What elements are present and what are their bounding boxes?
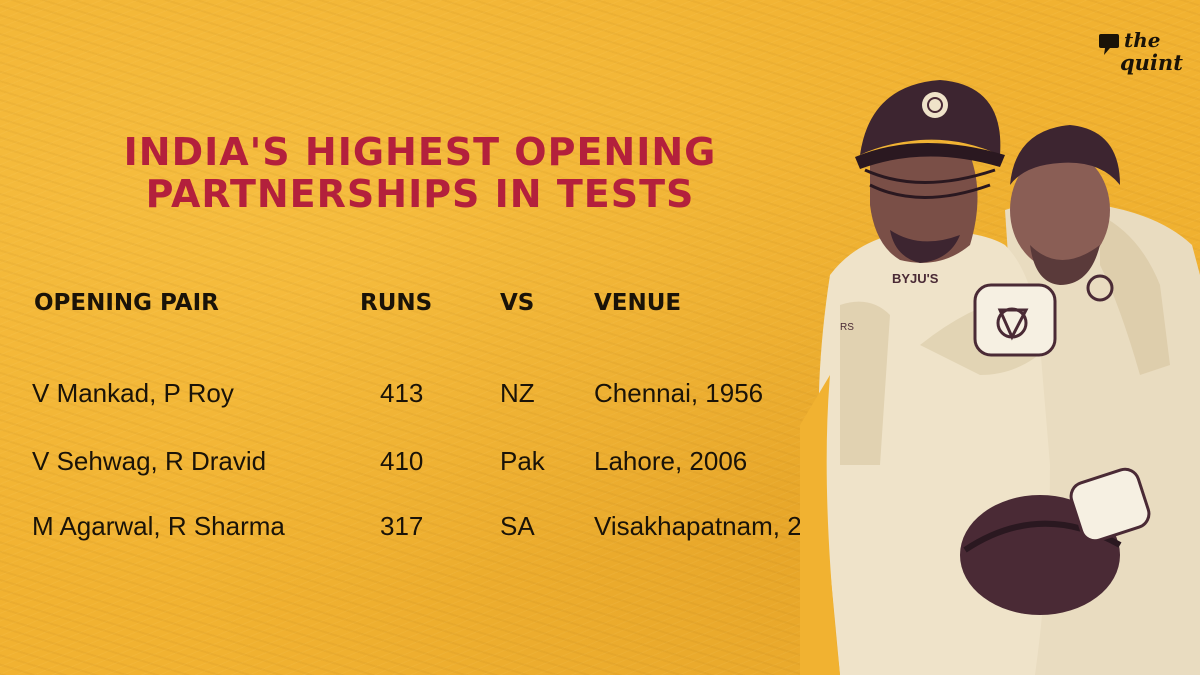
jersey-initials-text: RS bbox=[840, 322, 854, 333]
table-cell-runs: 317 bbox=[380, 511, 424, 541]
page-title-line-2: PARTNERSHIPS IN TESTS bbox=[145, 172, 695, 216]
column-header-runs: RUNS bbox=[360, 290, 433, 316]
logo-text-quint: quint bbox=[1120, 50, 1183, 75]
column-header-vs: VS bbox=[500, 290, 535, 316]
left-player-helmet bbox=[860, 80, 1001, 155]
page-title-line-1: INDIA'S HIGHEST OPENING bbox=[123, 130, 717, 174]
table-cell-vs: NZ bbox=[500, 378, 535, 408]
table-cell-vs: Pak bbox=[500, 446, 545, 476]
cricketers-photo: BYJU'S RS bbox=[800, 80, 1200, 675]
table-cell-vs: SA bbox=[500, 511, 535, 541]
helmet-crest-icon bbox=[922, 92, 948, 118]
the-quint-logo: the quint bbox=[1098, 28, 1188, 80]
column-header-venue: VENUE bbox=[594, 290, 682, 316]
table-cell-runs: 410 bbox=[380, 446, 424, 476]
speech-mark-icon bbox=[1099, 34, 1119, 55]
table-cell-runs: 413 bbox=[380, 378, 424, 408]
table-cell-venue: Chennai, 1956 bbox=[594, 378, 764, 408]
table-cell-pair: M Agarwal, R Sharma bbox=[32, 511, 285, 541]
table-cell-venue: Lahore, 2006 bbox=[594, 446, 748, 476]
logo-text-the: the bbox=[1124, 28, 1161, 52]
right-player-head bbox=[1010, 150, 1110, 270]
table-cell-pair: V Sehwag, R Dravid bbox=[32, 446, 267, 476]
jersey-sponsor-text: BYJU'S bbox=[892, 271, 939, 286]
table-cell-pair: V Mankad, P Roy bbox=[32, 378, 234, 408]
column-header-opening-pair: OPENING PAIR bbox=[34, 290, 219, 316]
batting-glove bbox=[973, 283, 1057, 357]
